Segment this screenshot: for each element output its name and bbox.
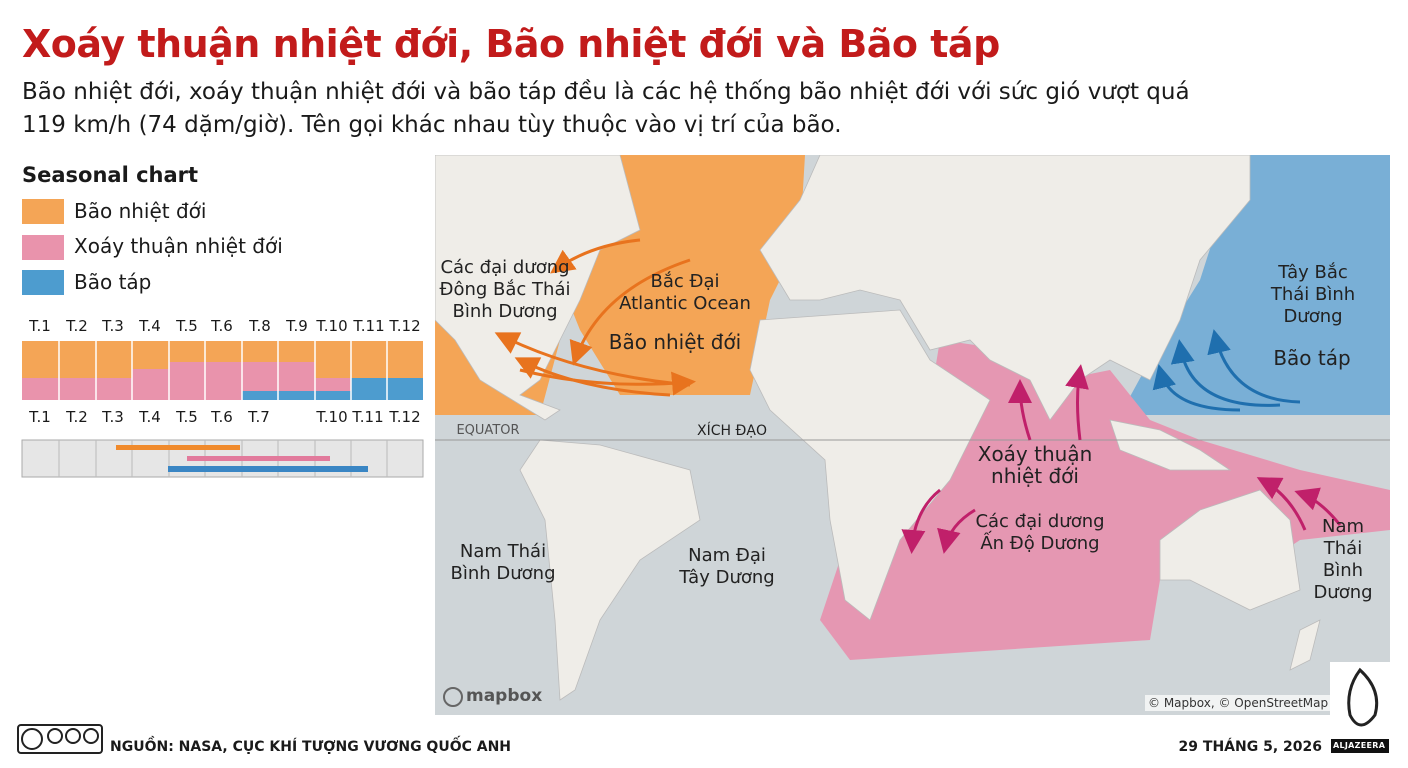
month-label: T.10 <box>316 408 348 426</box>
legend-label: Bão táp <box>74 270 152 294</box>
map-attribution: © Mapbox, © OpenStreetMap <box>1145 695 1332 711</box>
map-label: Bắc Đại Atlantic Ocean <box>619 271 751 314</box>
month-label: T.10 <box>316 317 348 335</box>
title: Xoáy thuận nhiệt đới, Bão nhiệt đới và B… <box>22 22 1000 66</box>
map-label: Tây Bắc Thái Bình Dương <box>1270 262 1356 327</box>
map-label: Nam Đại Tây Dương <box>679 545 775 588</box>
map-label: EQUATOR <box>456 423 520 438</box>
season-ranges <box>21 439 424 478</box>
license-badge <box>17 724 103 754</box>
month-label: T.11 <box>352 408 384 426</box>
month-label: T.11 <box>353 317 385 335</box>
month-label: T.6 <box>211 408 233 426</box>
month-label: T.1 <box>29 408 51 426</box>
map-label: XÍCH ĐẠO <box>697 423 767 439</box>
map-provider: mapbox <box>466 686 543 706</box>
seasonal-columns <box>22 341 423 400</box>
brand-logo <box>1347 667 1379 727</box>
map-label: Các đại dương Ấn Độ Dương <box>975 511 1105 554</box>
map-label: Các đại dương Đông Bắc Thái Bình Dương <box>439 257 571 322</box>
map <box>435 155 1390 715</box>
month-label: T.9 <box>286 317 308 335</box>
legend-label: Xoáy thuận nhiệt đới <box>74 234 283 258</box>
legend-title: Seasonal chart <box>22 163 199 187</box>
month-label: T.12 <box>389 317 421 335</box>
month-label: T.5 <box>176 317 198 335</box>
map-label: Bão nhiệt đới <box>608 330 742 354</box>
brand-bar <box>1331 739 1389 753</box>
month-label: T.2 <box>66 408 88 426</box>
month-label: T.1 <box>29 317 51 335</box>
month-label: T.5 <box>176 408 198 426</box>
month-label: T.4 <box>139 317 161 335</box>
map-label: Nam Thái Bình Dương <box>450 541 556 584</box>
month-label: T.7 <box>248 408 270 426</box>
month-label: T.6 <box>211 317 233 335</box>
month-label: T.12 <box>389 408 421 426</box>
legend-label: Bão nhiệt đới <box>74 199 207 223</box>
month-label: T.8 <box>249 317 271 335</box>
month-label: T.3 <box>102 317 124 335</box>
month-label: T.2 <box>66 317 88 335</box>
map-label: Bão táp <box>1273 346 1351 370</box>
brand: ALJAZEERA <box>1333 741 1386 750</box>
subtitle: Bão nhiệt đới, xoáy thuận nhiệt đới và b… <box>22 79 1190 138</box>
map-label: Nam Thái Bình Dương <box>1313 516 1373 603</box>
legend-swatch <box>22 235 64 260</box>
month-label: T.3 <box>102 408 124 426</box>
month-label: T.4 <box>139 408 161 426</box>
source: NGUỒN: NASA, CỤC KHÍ TƯỢNG VƯƠNG QUỐC AN… <box>110 739 512 755</box>
date: 29 THÁNG 5, 2026 <box>1178 739 1322 755</box>
legend-swatch <box>22 270 64 295</box>
map-label: Xoáy thuận nhiệt đới <box>977 442 1093 488</box>
legend-swatch <box>22 199 64 224</box>
